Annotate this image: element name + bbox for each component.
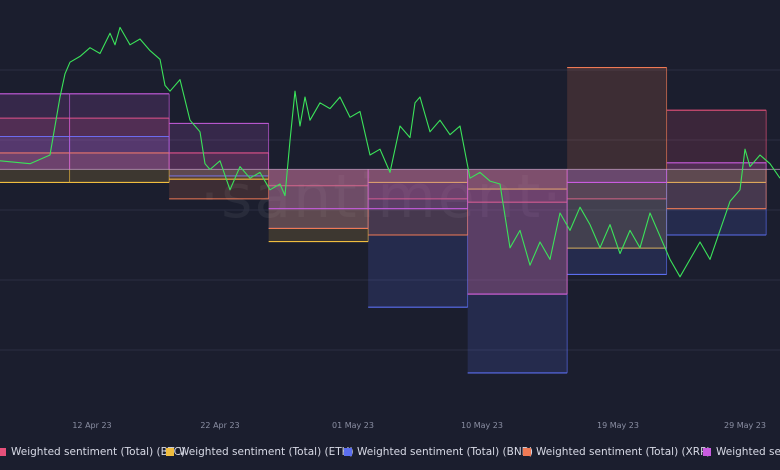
sentiment-bar bbox=[268, 169, 369, 209]
x-tick-label: 22 Apr 23 bbox=[200, 421, 239, 430]
sentiment-bar bbox=[69, 169, 170, 183]
x-tick-label: 10 May 23 bbox=[461, 421, 503, 430]
sentiment-bar bbox=[69, 118, 170, 170]
sentiment-layer bbox=[0, 67, 780, 374]
sentiment-bar bbox=[0, 93, 70, 170]
sentiment-bar bbox=[567, 169, 667, 183]
sentiment-bar bbox=[0, 169, 70, 183]
price-layer bbox=[0, 26, 780, 278]
sentiment-bar bbox=[467, 169, 568, 373]
sentiment-bar bbox=[0, 118, 70, 170]
legend-label: Weighted sentiment (Total) (DOGE) bbox=[716, 446, 780, 458]
x-tick-label: 29 May 23 bbox=[724, 421, 766, 430]
sentiment-bar bbox=[268, 169, 369, 186]
sentiment-bar bbox=[368, 169, 468, 199]
sentiment-series-4 bbox=[0, 93, 767, 295]
sentiment-bar bbox=[368, 169, 468, 183]
sentiment-series-3 bbox=[0, 67, 767, 295]
sentiment-bar bbox=[69, 93, 170, 170]
sentiment-bar bbox=[666, 169, 767, 209]
legend-swatch bbox=[344, 448, 352, 456]
sentiment-bar bbox=[69, 152, 170, 170]
sentiment-bar bbox=[368, 169, 468, 209]
sentiment-bar bbox=[169, 169, 269, 199]
sentiment-bar bbox=[268, 169, 369, 242]
legend-item[interactable]: Weighted sentiment (Total) (BTC) bbox=[0, 446, 185, 458]
x-axis-ticks: 12 Apr 23 22 Apr 23 01 May 23 10 May 23 19 M… bbox=[72, 421, 766, 430]
chart-plot: 12 Apr 23 22 Apr 23 01 May 23 10 May 23 19 M… bbox=[0, 26, 780, 430]
legend-item[interactable]: Weighted sentiment (Total) (XRP) bbox=[523, 446, 711, 458]
legend: Weighted sentiment (Total) (BTC) Weighted… bbox=[0, 440, 780, 464]
legend-item[interactable]: Weighted sentiment (Total) (DOGE) bbox=[703, 446, 780, 458]
sentiment-bar bbox=[268, 169, 369, 229]
sentiment-bar bbox=[567, 169, 667, 199]
sentiment-bar bbox=[666, 110, 767, 170]
sentiment-bar bbox=[467, 169, 568, 203]
sentiment-series-1 bbox=[0, 169, 767, 249]
sentiment-bar bbox=[368, 169, 468, 235]
legend-item[interactable]: Weighted sentiment (Total) (BNB) bbox=[344, 446, 533, 458]
legend-item[interactable]: Weighted sentiment (Total) (ETH) bbox=[166, 446, 354, 458]
grid-layer bbox=[0, 69, 780, 351]
price-line bbox=[0, 26, 780, 278]
legend-label: Weighted sentiment (Total) (BNB) bbox=[357, 446, 533, 458]
sentiment-bar bbox=[567, 67, 667, 170]
sentiment-bar bbox=[666, 169, 767, 235]
legend-swatch bbox=[523, 448, 531, 456]
sentiment-bar bbox=[169, 169, 269, 176]
legend-label: Weighted sentiment (Total) (BTC) bbox=[11, 446, 186, 458]
sentiment-series-0 bbox=[0, 109, 767, 203]
sentiment-bar bbox=[467, 169, 568, 190]
sentiment-bar bbox=[368, 169, 468, 308]
sentiment-bar bbox=[467, 169, 568, 295]
x-tick-label: 12 Apr 23 bbox=[72, 421, 111, 430]
legend-label: Weighted sentiment (Total) (XRP) bbox=[536, 446, 711, 458]
x-tick-label: 01 May 23 bbox=[332, 421, 374, 430]
x-tick-label: 19 May 23 bbox=[597, 421, 639, 430]
sentiment-bar bbox=[666, 162, 767, 170]
sentiment-bar bbox=[567, 169, 667, 275]
legend-label: Weighted sentiment (Total) (ETH) bbox=[179, 446, 354, 458]
sentiment-bar bbox=[467, 169, 568, 295]
legend-swatch bbox=[703, 448, 711, 456]
legend-swatch bbox=[0, 448, 6, 456]
sentiment-bar bbox=[268, 169, 369, 229]
legend-swatch bbox=[166, 448, 174, 456]
sentiment-bar bbox=[169, 169, 269, 180]
